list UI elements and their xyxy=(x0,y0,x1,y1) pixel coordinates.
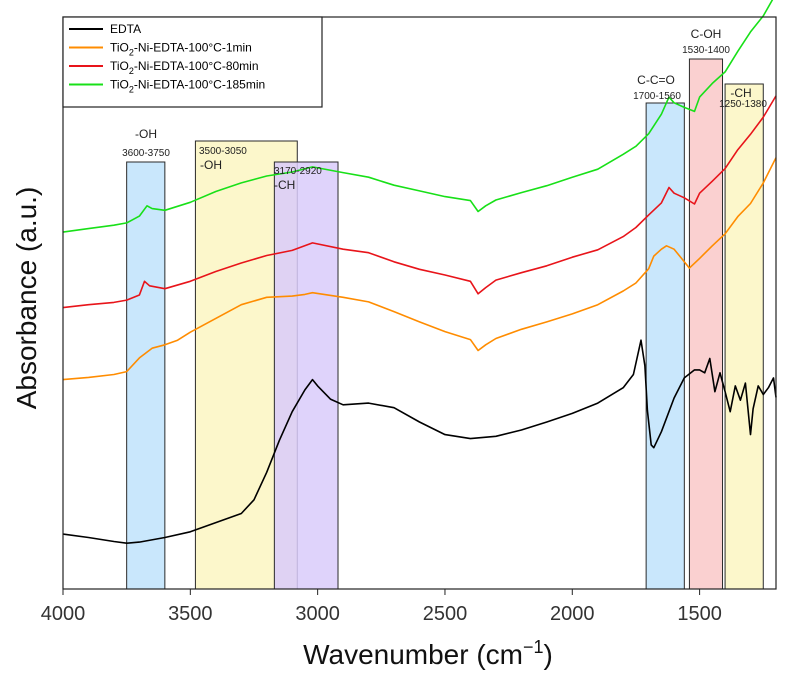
band-3 xyxy=(645,102,685,590)
band-0 xyxy=(126,161,166,590)
band-label: 1530-1400 xyxy=(682,45,730,56)
band-label: -OH xyxy=(135,127,157,141)
x-tick-label: 2500 xyxy=(423,603,468,625)
x-tick-label: 1500 xyxy=(677,603,722,625)
band-label: 3500-3050 xyxy=(199,146,247,157)
band-label: -CH xyxy=(730,86,751,100)
plot-frame xyxy=(62,16,777,590)
legend-box xyxy=(62,16,323,108)
band-4 xyxy=(688,58,724,590)
band-label: 3600-3750 xyxy=(122,148,170,159)
series-line-1 xyxy=(62,157,777,381)
series-line-2 xyxy=(62,95,777,309)
band-2 xyxy=(273,161,339,590)
series-line-3 xyxy=(62,0,774,233)
series-line-0 xyxy=(62,339,777,544)
band-layer xyxy=(126,58,764,590)
x-tick-label: 3000 xyxy=(295,603,340,625)
band-label: 3170-2920 xyxy=(274,166,322,177)
x-axis-ticks: 4000 3500 3000 2500 2000 1500 xyxy=(41,589,722,625)
band-label: -OH xyxy=(200,158,222,172)
band-label: 1250-1380 xyxy=(719,99,767,110)
legend-label-2: TiO2-Ni-EDTA-100°C-80min xyxy=(110,59,259,76)
x-axis-label: Wavenumber (cm−1) xyxy=(303,637,553,670)
series-layer xyxy=(62,0,777,544)
x-tick-label: 4000 xyxy=(41,603,86,625)
band-label: C-OH xyxy=(691,27,722,41)
band-label: -CH xyxy=(274,178,295,192)
band-label: 1700-1560 xyxy=(633,91,681,102)
legend-label-0: EDTA xyxy=(110,22,141,36)
band-5 xyxy=(724,83,764,590)
band-label: C-C=O xyxy=(637,73,675,87)
legend: EDTATiO2-Ni-EDTA-100°C-1minTiO2-Ni-EDTA-… xyxy=(62,16,323,108)
x-tick-label: 2000 xyxy=(550,603,595,625)
x-tick-label: 3500 xyxy=(168,603,213,625)
legend-label-1: TiO2-Ni-EDTA-100°C-1min xyxy=(110,41,252,58)
legend-label-3: TiO2-Ni-EDTA-100°C-185min xyxy=(110,78,265,95)
y-axis-label: Absorbance (a.u.) xyxy=(11,187,42,410)
